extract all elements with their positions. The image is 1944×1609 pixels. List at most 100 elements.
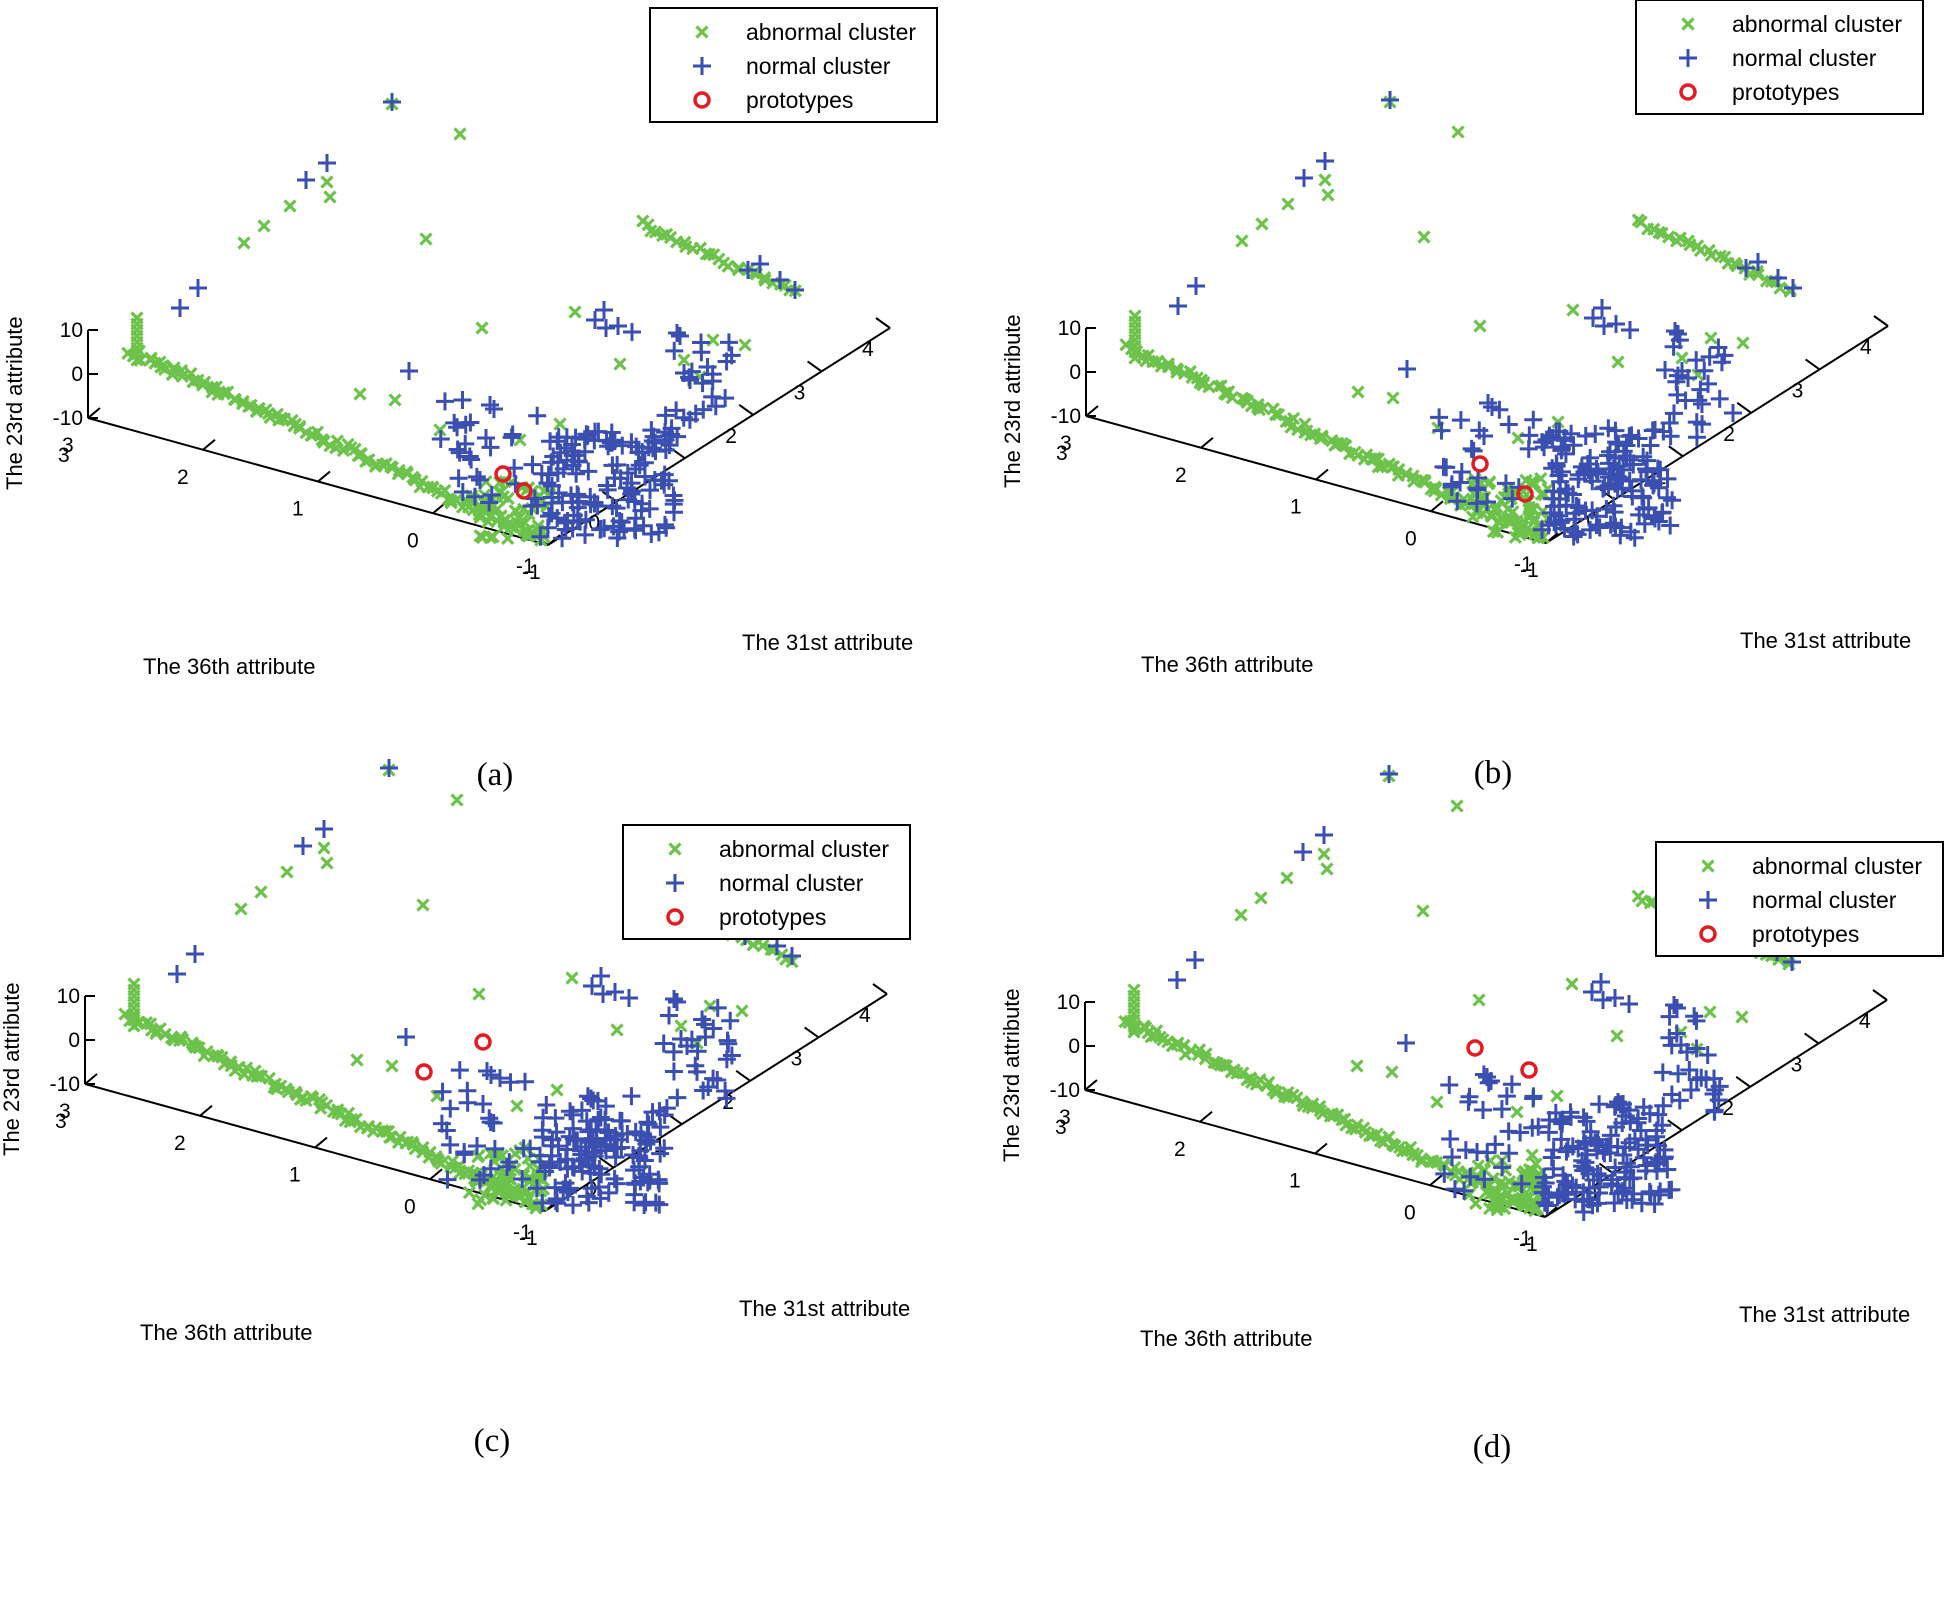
normal-point — [556, 1174, 575, 1193]
normal-point — [1593, 299, 1611, 317]
normal-point — [1398, 360, 1416, 378]
y-tick — [601, 490, 617, 503]
normal-point — [438, 1170, 457, 1189]
normal-point — [751, 255, 769, 273]
normal-point — [1592, 973, 1610, 991]
abnormal-point — [510, 1099, 524, 1113]
normal-point — [1621, 450, 1640, 469]
normal-point — [501, 1073, 520, 1092]
normal-point — [449, 469, 468, 488]
legend-label: prototypes — [719, 904, 826, 930]
normal-point — [680, 410, 699, 429]
abnormal-point — [349, 1112, 363, 1126]
x-tick-label: 1 — [292, 498, 304, 521]
y-tick-label: -1 — [1513, 1227, 1532, 1250]
y-tick-label: 3 — [1792, 379, 1804, 402]
panel-caption: (b) — [1474, 755, 1512, 791]
normal-point — [1535, 1193, 1554, 1212]
abnormal-point — [130, 353, 144, 367]
normal-point — [380, 759, 398, 777]
normal-point — [1497, 1087, 1516, 1106]
normal-point — [1475, 1170, 1494, 1189]
abnormal-point — [613, 357, 627, 371]
x-tick — [1429, 1174, 1443, 1187]
normal-point — [1687, 351, 1706, 370]
abnormal-point — [1269, 1086, 1283, 1100]
abnormal-point — [1486, 524, 1501, 539]
normal-point — [1695, 361, 1714, 380]
y-tick — [807, 360, 823, 373]
x-tick — [1200, 436, 1214, 449]
normal-point — [474, 1095, 492, 1113]
normal-point — [563, 519, 582, 538]
normal-point — [1678, 1043, 1696, 1061]
abnormal-point — [1655, 226, 1669, 240]
normal-point — [168, 965, 186, 983]
abnormal-point — [323, 190, 337, 204]
normal-point — [591, 1108, 610, 1127]
normal-point — [1496, 474, 1515, 493]
normal-point — [537, 1095, 556, 1114]
legend-marker — [1679, 49, 1697, 67]
normal-point — [525, 489, 544, 508]
abnormal-point — [1198, 1052, 1213, 1066]
normal-point — [1464, 441, 1483, 460]
x-axis-label: The 36th attribute — [1140, 1326, 1312, 1351]
abnormal-point — [1490, 525, 1505, 539]
normal-point — [1662, 1180, 1681, 1199]
x-axis-label: The 36th attribute — [1141, 652, 1313, 677]
x-tick — [87, 407, 101, 419]
y-tick — [1804, 1032, 1820, 1045]
normal-point — [579, 462, 598, 481]
abnormal-point — [756, 939, 770, 953]
normal-point — [718, 1031, 737, 1050]
abnormal-point — [1675, 351, 1689, 365]
normal-point — [717, 352, 736, 371]
normal-point — [783, 947, 801, 965]
normal-point — [1641, 436, 1660, 455]
x-axis-label: The 36th attribute — [140, 1320, 312, 1345]
normal-point — [1572, 457, 1591, 476]
normal-point — [1669, 1064, 1688, 1083]
normal-point — [629, 1146, 648, 1165]
normal-point — [1442, 475, 1461, 494]
abnormal-point — [471, 1150, 485, 1164]
abnormal-point — [1534, 471, 1548, 486]
abnormal-point — [1492, 1198, 1506, 1212]
abnormal-point — [1128, 351, 1142, 365]
normal-point — [635, 453, 654, 472]
abnormal-point — [1170, 362, 1184, 376]
abnormal-point — [1662, 230, 1676, 244]
normal-point — [478, 1062, 496, 1080]
x-tick-label: 0 — [404, 1195, 416, 1218]
abnormal-point — [320, 856, 334, 870]
normal-point — [1479, 1073, 1498, 1092]
normal-point — [589, 1178, 608, 1197]
abnormal-point — [1551, 415, 1565, 429]
normal-point — [383, 93, 401, 111]
x-tick-label: 1 — [1289, 1170, 1301, 1193]
normal-point — [721, 1011, 740, 1030]
normal-point — [576, 525, 595, 544]
normal-point — [693, 1010, 712, 1029]
normal-point — [1769, 269, 1787, 287]
normal-point — [1533, 520, 1552, 539]
abnormal-point — [481, 514, 495, 529]
normal-point — [577, 1112, 596, 1131]
normal-point — [538, 474, 557, 493]
z-tick-label: -10 — [50, 1073, 80, 1096]
normal-point — [1687, 413, 1706, 432]
y-tick — [735, 1069, 751, 1082]
abnormal-point — [1315, 430, 1329, 444]
abnormal-point — [512, 511, 526, 525]
normal-point — [481, 438, 500, 457]
prototype-point — [415, 1063, 433, 1081]
abnormal-point — [1703, 1005, 1717, 1019]
normal-point — [1687, 428, 1706, 447]
normal-point — [708, 998, 727, 1017]
normal-point — [186, 945, 204, 963]
y-tick — [1736, 401, 1752, 414]
normal-point — [1550, 422, 1569, 441]
normal-point — [1700, 347, 1719, 366]
